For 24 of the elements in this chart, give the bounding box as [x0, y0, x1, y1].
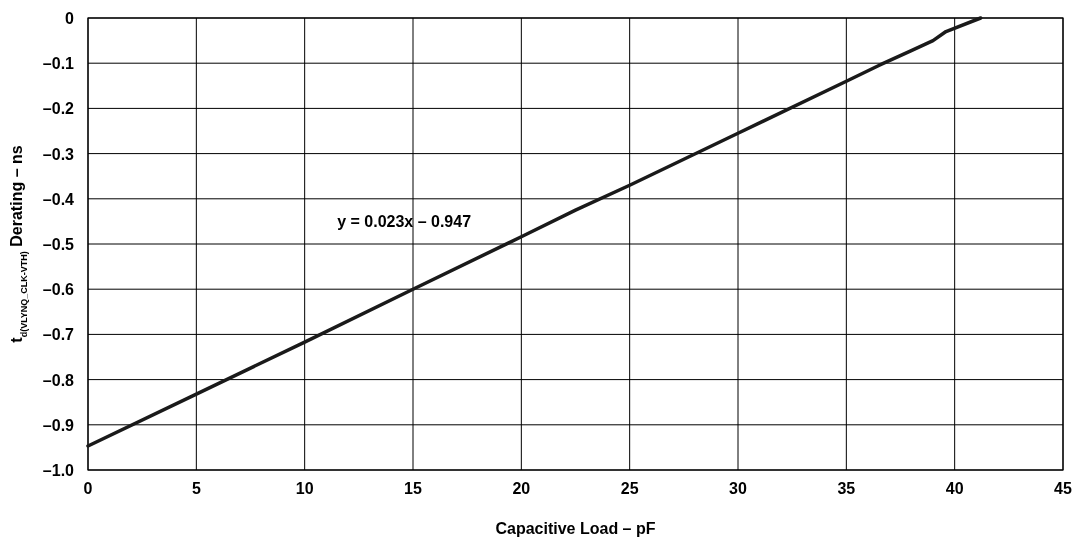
x-tick-label: 25 — [620, 480, 639, 497]
y-tick-label: –0.9 — [42, 416, 75, 434]
y-tick-label: –0.5 — [42, 236, 75, 253]
x-tick-label: 20 — [512, 480, 531, 497]
y-tick-label: –1.0 — [42, 462, 75, 479]
y-tick-label: –0.2 — [42, 100, 75, 118]
y-tick-label: –0.7 — [42, 326, 75, 344]
x-tick-label: 40 — [945, 480, 964, 497]
x-tick-label: 0 — [83, 480, 93, 497]
x-tick-label: 15 — [404, 480, 422, 497]
x-tick-label: 10 — [295, 480, 314, 497]
line-series — [86, 16, 983, 448]
x-tick-label: 5 — [191, 480, 201, 497]
y-tick-label: –0.8 — [42, 371, 75, 389]
x-tick-label: 30 — [729, 480, 747, 497]
x-tick-label: 45 — [1054, 480, 1072, 497]
y-tick-label: 0 — [65, 10, 75, 27]
y-tick-label: –0.6 — [42, 281, 75, 299]
x-tick-label: 35 — [837, 480, 856, 497]
annotation: y = 0.023x – 0.947 — [337, 213, 472, 231]
y-tick-label: –0.3 — [42, 145, 75, 163]
x-axis-title: Capacitive Load – pF — [495, 520, 656, 537]
y-tick-label: –0.4 — [42, 190, 75, 208]
y-tick-label: –0.1 — [42, 55, 75, 73]
